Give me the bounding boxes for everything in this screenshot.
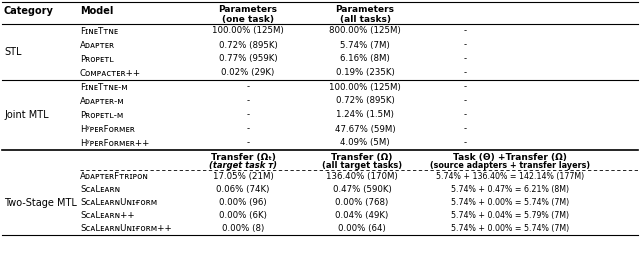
- Text: -: -: [246, 82, 250, 91]
- Text: 800.00% (125M): 800.00% (125M): [329, 26, 401, 36]
- Text: 0.00% (8): 0.00% (8): [222, 224, 264, 233]
- Text: 0.02% (29K): 0.02% (29K): [221, 69, 275, 78]
- Text: 136.40% (170M): 136.40% (170M): [326, 172, 398, 181]
- Text: SᴄᴀLᴇᴀʀɴUɴɪғᴏʀᴍ++: SᴄᴀLᴇᴀʀɴUɴɪғᴏʀᴍ++: [80, 224, 172, 233]
- Text: 0.00% (768): 0.00% (768): [335, 198, 388, 207]
- Text: -: -: [463, 82, 467, 91]
- Text: Cᴏᴍᴘᴀᴄᴛᴇʀ++: Cᴏᴍᴘᴀᴄᴛᴇʀ++: [80, 69, 141, 78]
- Text: 100.00% (125M): 100.00% (125M): [212, 26, 284, 36]
- Text: FɪɴᴇTᴛɴᴇ: FɪɴᴇTᴛɴᴇ: [80, 26, 118, 36]
- Text: -: -: [463, 69, 467, 78]
- Text: Model: Model: [80, 6, 113, 16]
- Text: 0.04% (49K): 0.04% (49K): [335, 211, 388, 220]
- Text: 1.24% (1.5M): 1.24% (1.5M): [336, 110, 394, 119]
- Text: SᴄᴀLᴇᴀʀɴ: SᴄᴀLᴇᴀʀɴ: [80, 185, 120, 194]
- Text: STL: STL: [4, 47, 22, 57]
- Text: 4.09% (5M): 4.09% (5M): [340, 138, 390, 147]
- Text: -: -: [246, 138, 250, 147]
- Text: 0.00% (64): 0.00% (64): [338, 224, 386, 233]
- Text: -: -: [463, 54, 467, 63]
- Text: 5.74% + 0.47% = 6.21% (8M): 5.74% + 0.47% = 6.21% (8M): [451, 185, 569, 194]
- Text: Pʀᴏᴘᴇᴛʟ: Pʀᴏᴘᴇᴛʟ: [80, 54, 114, 63]
- Text: (target task ᴛ): (target task ᴛ): [209, 161, 277, 170]
- Text: 0.00% (6K): 0.00% (6K): [219, 211, 267, 220]
- Text: Task (Θ) +Transfer (Ω): Task (Θ) +Transfer (Ω): [453, 153, 567, 162]
- Text: (all target tasks): (all target tasks): [322, 161, 402, 170]
- Text: 47.67% (59M): 47.67% (59M): [335, 125, 396, 134]
- Text: Joint MTL: Joint MTL: [4, 110, 49, 120]
- Text: Two-Stage MTL: Two-Stage MTL: [4, 197, 77, 208]
- Text: -: -: [246, 125, 250, 134]
- Text: Transfer (Ωₜ): Transfer (Ωₜ): [211, 153, 275, 162]
- Text: HʸᴘᴇʀFᴏʀᴍᴇʀ++: HʸᴘᴇʀFᴏʀᴍᴇʀ++: [80, 138, 149, 147]
- Text: AᴅᴀᴘᴛᴇʀFᴛʀɪᴘᴏɴ: AᴅᴀᴘᴛᴇʀFᴛʀɪᴘᴏɴ: [80, 172, 149, 181]
- Text: 0.47% (590K): 0.47% (590K): [333, 185, 392, 194]
- Text: Transfer (Ω): Transfer (Ω): [332, 153, 393, 162]
- Text: Parameters
(one task): Parameters (one task): [218, 5, 278, 24]
- Text: -: -: [246, 97, 250, 106]
- Text: (source adapters + transfer layers): (source adapters + transfer layers): [430, 161, 590, 170]
- Text: 0.06% (74K): 0.06% (74K): [216, 185, 269, 194]
- Text: 0.19% (235K): 0.19% (235K): [335, 69, 394, 78]
- Text: Pʀᴏᴘᴇᴛʟ-ᴍ: Pʀᴏᴘᴇᴛʟ-ᴍ: [80, 110, 124, 119]
- Text: 5.74% + 0.04% = 5.79% (7M): 5.74% + 0.04% = 5.79% (7M): [451, 211, 569, 220]
- Text: SᴄᴀLᴇᴀʀɴUɴɪғᴏʀᴍ: SᴄᴀLᴇᴀʀɴUɴɪғᴏʀᴍ: [80, 198, 157, 207]
- Text: 0.77% (959K): 0.77% (959K): [219, 54, 277, 63]
- Text: -: -: [463, 138, 467, 147]
- Text: Parameters
(all tasks): Parameters (all tasks): [335, 5, 394, 24]
- Text: -: -: [463, 110, 467, 119]
- Text: 5.74% + 136.40% = 142.14% (177M): 5.74% + 136.40% = 142.14% (177M): [436, 172, 584, 181]
- Text: -: -: [463, 26, 467, 36]
- Text: 100.00% (125M): 100.00% (125M): [329, 82, 401, 91]
- Text: SᴄᴀLᴇᴀʀɴ++: SᴄᴀLᴇᴀʀɴ++: [80, 211, 134, 220]
- Text: 5.74% + 0.00% = 5.74% (7M): 5.74% + 0.00% = 5.74% (7M): [451, 198, 569, 207]
- Text: Aᴅᴀᴘᴛᴇʀ: Aᴅᴀᴘᴛᴇʀ: [80, 41, 115, 50]
- Text: 6.16% (8M): 6.16% (8M): [340, 54, 390, 63]
- Text: 5.74% (7M): 5.74% (7M): [340, 41, 390, 50]
- Text: FɪɴᴇTᴛɴᴇ-ᴍ: FɪɴᴇTᴛɴᴇ-ᴍ: [80, 82, 128, 91]
- Text: 0.72% (895K): 0.72% (895K): [335, 97, 394, 106]
- Text: HʸᴘᴇʀFᴏʀᴍᴇʀ: HʸᴘᴇʀFᴏʀᴍᴇʀ: [80, 125, 135, 134]
- Text: -: -: [246, 110, 250, 119]
- Text: 0.72% (895K): 0.72% (895K): [219, 41, 277, 50]
- Text: -: -: [463, 41, 467, 50]
- Text: Aᴅᴀᴘᴛᴇʀ-ᴍ: Aᴅᴀᴘᴛᴇʀ-ᴍ: [80, 97, 125, 106]
- Text: 17.05% (21M): 17.05% (21M): [212, 172, 273, 181]
- Text: 5.74% + 0.00% = 5.74% (7M): 5.74% + 0.00% = 5.74% (7M): [451, 224, 569, 233]
- Text: -: -: [463, 97, 467, 106]
- Text: -: -: [463, 125, 467, 134]
- Text: Category: Category: [4, 6, 54, 16]
- Text: 0.00% (96): 0.00% (96): [219, 198, 267, 207]
